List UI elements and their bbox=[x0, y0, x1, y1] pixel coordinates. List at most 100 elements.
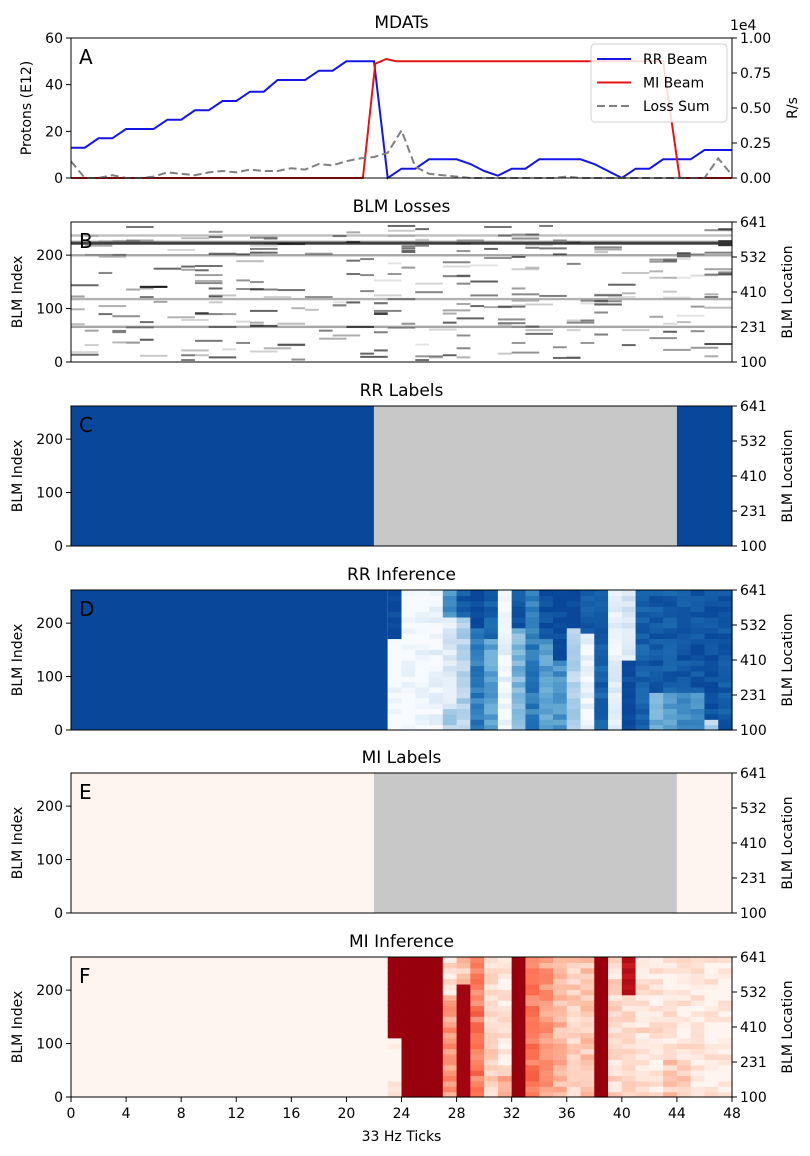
heatmap-cell bbox=[552, 681, 568, 688]
y-tick-label: 100 bbox=[36, 670, 63, 686]
heatmap-cell bbox=[718, 1070, 733, 1077]
heatmap-cell bbox=[442, 654, 458, 661]
heatmap-cell bbox=[704, 268, 732, 271]
heatmap-cell bbox=[525, 627, 540, 634]
heatmap-cell bbox=[401, 590, 416, 596]
heatmap-cell bbox=[580, 590, 595, 596]
heatmap-cell bbox=[704, 1037, 719, 1044]
heatmap-cell bbox=[429, 1075, 444, 1082]
heatmap-cell bbox=[649, 1016, 664, 1023]
heatmap-cell bbox=[539, 1016, 554, 1023]
heatmap-cell bbox=[580, 1027, 595, 1033]
heatmap-cell bbox=[525, 606, 540, 613]
heatmap-cell bbox=[442, 1005, 458, 1012]
heatmap-cell bbox=[429, 611, 444, 618]
heatmap-cell bbox=[676, 1037, 692, 1044]
heatmap-cell bbox=[511, 1075, 527, 1082]
heatmap-cell bbox=[580, 600, 595, 607]
heatmap-cell bbox=[525, 643, 540, 650]
heatmap-cell bbox=[71, 323, 85, 326]
heatmap-cell bbox=[387, 1032, 403, 1039]
heatmap-cell bbox=[608, 713, 623, 720]
heatmap-cell bbox=[277, 289, 306, 292]
heatmap-cell bbox=[566, 978, 582, 985]
heatmap-cell bbox=[718, 1048, 733, 1055]
heatmap-cell bbox=[663, 296, 691, 299]
heatmap-cell bbox=[552, 994, 568, 1001]
heatmap-cell bbox=[429, 627, 444, 634]
heatmap-cell bbox=[71, 284, 99, 287]
heatmap-cell bbox=[484, 638, 499, 645]
heatmap-cell bbox=[539, 1070, 554, 1077]
heatmap-cell bbox=[663, 1037, 678, 1044]
heatmap-cell bbox=[704, 600, 719, 607]
heatmap-cell bbox=[484, 973, 499, 980]
heatmap-cell bbox=[415, 1000, 430, 1007]
heatmap-cell bbox=[429, 1010, 444, 1017]
heatmap-cell bbox=[470, 638, 485, 645]
heatmap-cell bbox=[525, 616, 540, 623]
heatmap-cell bbox=[442, 989, 458, 996]
heatmap-cell bbox=[594, 1091, 609, 1098]
heatmap-cell bbox=[635, 1043, 650, 1050]
heatmap-cell bbox=[470, 719, 485, 726]
heatmap-cell bbox=[429, 708, 444, 715]
heatmap-cell bbox=[442, 973, 458, 980]
heatmap-cell bbox=[497, 616, 513, 623]
heatmap-cell bbox=[580, 1010, 595, 1017]
heatmap-cell bbox=[649, 703, 664, 710]
heatmap-cell bbox=[594, 665, 609, 672]
heatmap-cell bbox=[429, 1037, 444, 1044]
heatmap-cell bbox=[580, 643, 595, 650]
heatmap-cell bbox=[704, 654, 719, 661]
heatmap-cell bbox=[621, 703, 637, 710]
heatmap-cell bbox=[594, 1043, 609, 1050]
heatmap-cell bbox=[442, 1032, 458, 1039]
heatmap-cell bbox=[552, 957, 568, 963]
heatmap-cell bbox=[401, 719, 416, 726]
heatmap-cell bbox=[718, 1037, 733, 1044]
heatmap-cell bbox=[401, 245, 416, 248]
heatmap-cell bbox=[470, 280, 498, 283]
heatmap-cell bbox=[718, 1010, 733, 1017]
heatmap-cell bbox=[415, 343, 430, 346]
heatmap-cell bbox=[511, 1005, 527, 1012]
heatmap-cell bbox=[525, 325, 540, 328]
heatmap-cell bbox=[387, 719, 403, 726]
heatmap-cell bbox=[718, 649, 733, 656]
heatmap-cell bbox=[608, 660, 623, 666]
heatmap-cell bbox=[663, 697, 678, 704]
heatmap-cell bbox=[401, 957, 416, 963]
heatmap-cell bbox=[484, 590, 499, 596]
heatmap-cell bbox=[608, 595, 623, 602]
heatmap-cell bbox=[429, 973, 444, 980]
heatmap-cell bbox=[676, 973, 692, 980]
heatmap-cell bbox=[552, 989, 568, 996]
legend-entry: RR Beam bbox=[643, 52, 707, 68]
heatmap-cell bbox=[718, 719, 733, 726]
heatmap-cell bbox=[690, 595, 706, 602]
heatmap-cell bbox=[539, 1005, 554, 1012]
heatmap-cell bbox=[401, 978, 416, 985]
heatmap-cell bbox=[525, 622, 540, 629]
heatmap-cell bbox=[690, 649, 706, 656]
heatmap-cell bbox=[401, 322, 416, 325]
heatmap-cell bbox=[442, 681, 458, 688]
heatmap-cell bbox=[718, 713, 733, 720]
heatmap-cell bbox=[635, 622, 650, 629]
heatmap-cell bbox=[484, 247, 498, 250]
heatmap-cell bbox=[676, 611, 692, 618]
heatmap-cell bbox=[401, 606, 416, 613]
heatmap-cell bbox=[594, 989, 609, 996]
heatmap-cell bbox=[387, 616, 403, 623]
heatmap-cell bbox=[608, 1000, 623, 1007]
heatmap-cell bbox=[676, 633, 692, 640]
heatmap-cell bbox=[387, 1064, 403, 1071]
heatmap-cell bbox=[552, 1075, 568, 1082]
heatmap-cell bbox=[511, 351, 540, 354]
heatmap-cell bbox=[511, 1037, 527, 1044]
heatmap-cell bbox=[594, 1000, 609, 1007]
heatmap-cell bbox=[429, 1059, 444, 1066]
heatmap-cell bbox=[621, 649, 637, 656]
